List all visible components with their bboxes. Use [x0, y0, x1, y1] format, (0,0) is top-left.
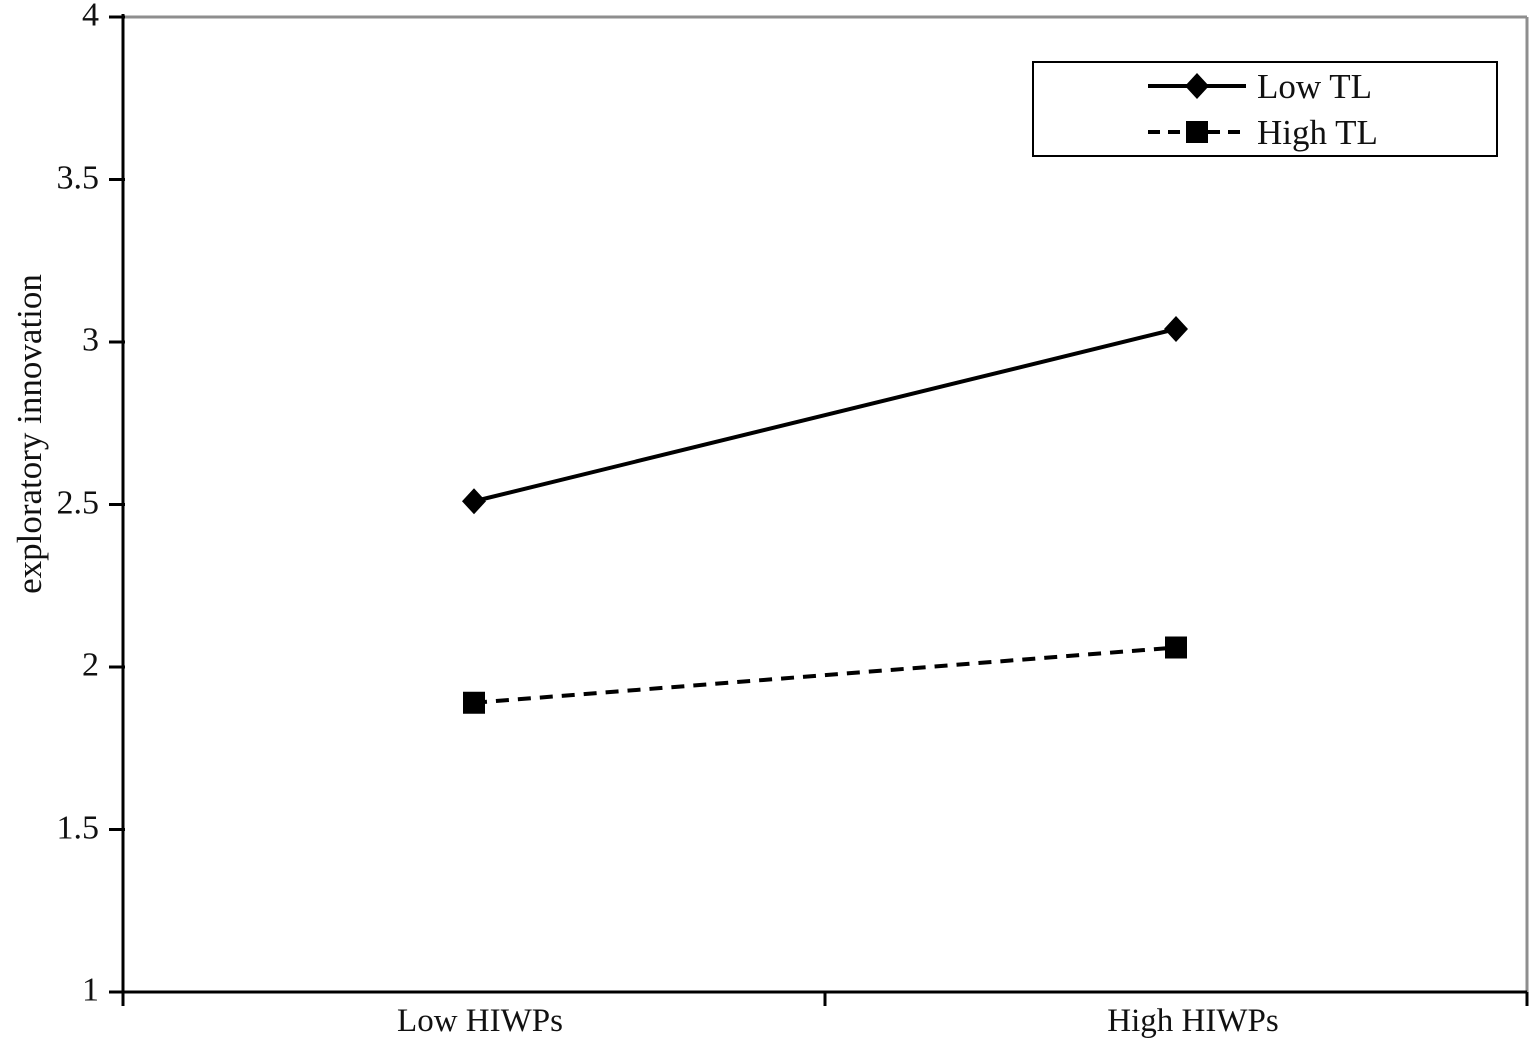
x-tick-label-low-hiwps: Low HIWPs — [397, 1003, 563, 1039]
y-tick-label: 1 — [82, 971, 99, 1009]
y-axis-title: exploratory innovation — [10, 274, 49, 594]
diamond-marker — [1164, 316, 1188, 342]
legend: Low TL High TL — [1032, 61, 1498, 157]
legend-label-low-tl: Low TL — [1257, 66, 1373, 106]
square-marker — [1165, 636, 1187, 659]
square-marker — [463, 691, 485, 714]
legend-label-high-tl: High TL — [1257, 112, 1378, 152]
low-tl-solid-diamond-line-icon — [1148, 73, 1246, 99]
y-tick-label: 1.5 — [56, 809, 100, 847]
y-tick-label: 3 — [82, 321, 99, 359]
y-tick-label: 2 — [82, 646, 99, 684]
y-tick-label: 2.5 — [56, 484, 100, 522]
high-tl-dashed-square-line-icon — [1148, 121, 1246, 143]
series-line-low-tl — [473, 327, 1177, 504]
legend-item-low-tl: Low TL — [1034, 64, 1496, 108]
y-tick-label: 4 — [82, 0, 99, 34]
y-tick-label: 3.5 — [56, 159, 100, 197]
legend-item-high-tl: High TL — [1034, 110, 1496, 154]
series-line-high-tl — [473, 645, 1177, 705]
x-tick-label-high-hiwps: High HIWPs — [1107, 1003, 1279, 1039]
diamond-marker — [462, 488, 486, 515]
